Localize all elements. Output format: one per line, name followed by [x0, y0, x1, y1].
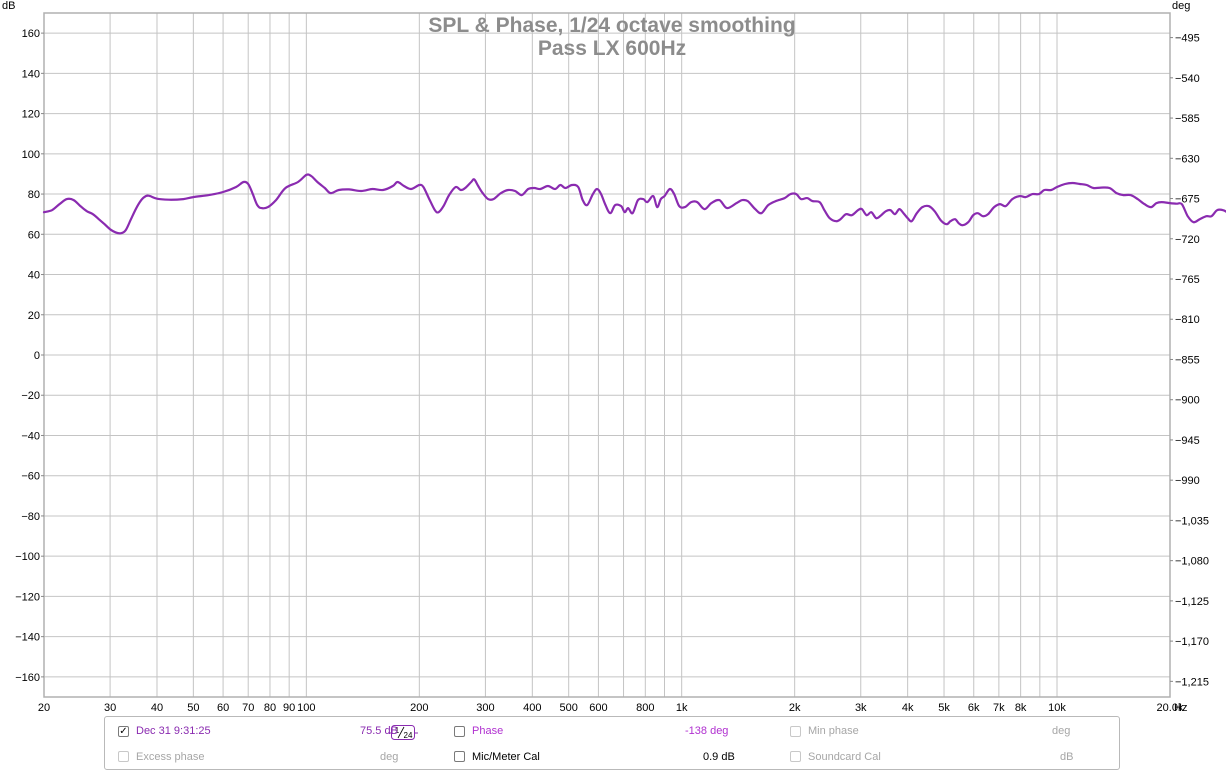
- y-tick-label: 40: [28, 270, 40, 282]
- excess-phase-label: Excess phase: [136, 751, 205, 763]
- x-tick-label: 5k: [938, 702, 950, 714]
- y2-tick-label: −495: [1175, 33, 1200, 45]
- x-tick-label: 60: [217, 702, 229, 714]
- y-tick-label: 120: [22, 109, 40, 121]
- smoothing-denominator: 24: [404, 731, 413, 740]
- y2-tick-label: −585: [1175, 113, 1200, 125]
- x-tick-label: 90: [283, 702, 295, 714]
- y-tick-label: 100: [22, 149, 40, 161]
- y2-tick-label: −990: [1175, 475, 1200, 487]
- soundcard-cal-checkbox[interactable]: [790, 751, 801, 762]
- x-tick-label: 40: [151, 702, 163, 714]
- y2-tick-label: −1,215: [1175, 676, 1209, 688]
- y2-tick-label: −630: [1175, 153, 1200, 165]
- x-tick-label: 2k: [789, 702, 801, 714]
- legend-panel: ✓ Dec 31 9:31:25 1 24 75.5 dB Phase -138…: [104, 716, 1120, 770]
- x-tick-label: 400: [523, 702, 541, 714]
- measurement-checkbox[interactable]: ✓: [118, 726, 129, 737]
- x-tick-label: 3k: [855, 702, 867, 714]
- y-axis-left-label: dB: [2, 0, 15, 12]
- y-tick-label: 20: [28, 310, 40, 322]
- soundcard-cal-value: dB: [1060, 751, 1074, 763]
- phase-checkbox[interactable]: [454, 726, 465, 737]
- smoothing-badge[interactable]: 1 24: [388, 724, 418, 741]
- y2-tick-label: −810: [1175, 314, 1200, 326]
- y-tick-label: 160: [22, 28, 40, 40]
- y-tick-label: −160: [15, 672, 40, 684]
- x-tick-label: 20.0k: [1157, 702, 1184, 714]
- y2-tick-label: −1,170: [1175, 636, 1209, 648]
- measurement-name[interactable]: Dec 31 9:31:25: [136, 725, 211, 737]
- excess-phase-checkbox[interactable]: [118, 751, 129, 762]
- y2-tick-label: −945: [1175, 435, 1200, 447]
- x-tick-label: 20: [38, 702, 50, 714]
- mic-cal-value: 0.9 dB: [703, 751, 735, 763]
- grid: [43, 13, 1171, 697]
- min-phase-label: Min phase: [808, 725, 859, 737]
- y-tick-label: −20: [21, 390, 40, 402]
- soundcard-cal-label: Soundcard Cal: [808, 751, 881, 763]
- phase-value: -138 deg: [685, 725, 729, 737]
- y-tick-label: 140: [22, 68, 40, 80]
- y-tick-label: −120: [15, 591, 40, 603]
- y2-tick-label: −1,080: [1175, 556, 1209, 568]
- x-tick-label: 300: [476, 702, 494, 714]
- y-tick-label: −40: [21, 430, 40, 442]
- y2-tick-label: −720: [1175, 234, 1200, 246]
- y-axis-left: 160 140 120 100 80 60 40 20 0 −20 −40 −60 −80 −100 −12…: [15, 28, 44, 684]
- y-tick-label: −100: [15, 551, 40, 563]
- x-tick-label: 7k: [993, 702, 1005, 714]
- x-tick-label: 500: [560, 702, 578, 714]
- excess-phase-value: deg: [380, 751, 399, 763]
- y-axis-right: −495−540−585−630−675−720−765−810−855−900…: [1170, 33, 1209, 688]
- y2-tick-label: −855: [1175, 354, 1200, 366]
- y2-tick-label: −540: [1175, 73, 1200, 85]
- x-tick-label: 200: [410, 702, 428, 714]
- x-tick-label: 1k: [676, 702, 688, 714]
- y2-tick-label: −900: [1175, 395, 1200, 407]
- x-tick-label: 70: [242, 702, 254, 714]
- spl-value: 75.5 dB: [360, 725, 398, 737]
- smoothing-numerator: 1: [395, 726, 400, 735]
- phase-label: Phase: [472, 725, 504, 737]
- y-tick-label: −140: [15, 632, 40, 644]
- spl-series-line: [42, 173, 1226, 235]
- y2-tick-label: −1,035: [1175, 515, 1209, 527]
- x-tick-label: 10k: [1048, 702, 1066, 714]
- x-axis-unit-label: Hz: [1174, 702, 1187, 714]
- min-phase-value: deg: [1052, 725, 1071, 737]
- y2-tick-label: −1,125: [1175, 596, 1209, 608]
- min-phase-checkbox[interactable]: [790, 726, 801, 737]
- y-axis-right-label: deg: [1172, 0, 1190, 12]
- x-tick-label: 8k: [1015, 702, 1027, 714]
- mic-cal-label: Mic/Meter Cal: [472, 751, 540, 763]
- y-tick-label: 60: [28, 229, 40, 241]
- x-tick-label: 80: [264, 702, 276, 714]
- x-axis: 20 30 40 50 60 70 80 90 100 200 300 400 500 600 800 1k 2…: [38, 702, 1184, 714]
- y-tick-label: 0: [34, 350, 40, 362]
- x-tick-label: 30: [104, 702, 116, 714]
- x-tick-label: 50: [187, 702, 199, 714]
- x-tick-label: 600: [589, 702, 607, 714]
- y-tick-label: 80: [28, 189, 40, 201]
- spl-phase-chart: 160140120100806040200−20−40−60−80−100−12…: [2, 0, 1226, 714]
- y-tick-label: −80: [21, 511, 40, 523]
- chart-title: SPL & Phase, 1/24 octave smoothing: [428, 14, 795, 37]
- mic-cal-checkbox[interactable]: [454, 751, 465, 762]
- x-tick-label: 4k: [902, 702, 914, 714]
- y-tick-label: −60: [21, 471, 40, 483]
- chart-subtitle: Pass LX 600Hz: [538, 37, 686, 60]
- x-tick-label: 100: [297, 702, 315, 714]
- x-tick-label: 6k: [968, 702, 980, 714]
- y2-tick-label: −765: [1175, 274, 1200, 286]
- check-mark-icon: ✓: [119, 726, 128, 737]
- x-tick-label: 800: [636, 702, 654, 714]
